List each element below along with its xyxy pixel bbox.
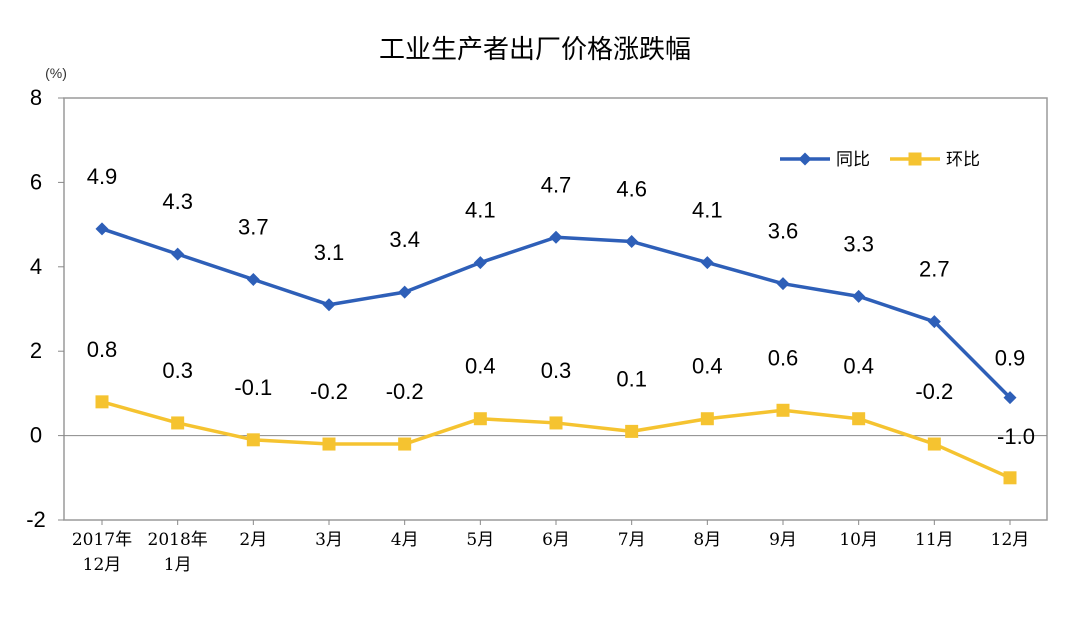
- series-point-diamond: [1003, 391, 1017, 405]
- series-point-square: [171, 416, 185, 430]
- data-label: 0.3: [162, 358, 193, 383]
- x-tick-label: 9月: [769, 530, 797, 550]
- x-tick-label: 11月: [915, 530, 954, 550]
- data-label: -1.0: [997, 424, 1035, 449]
- series-point-square: [473, 412, 487, 426]
- data-label: 2.7: [919, 257, 950, 282]
- data-label: 3.1: [314, 240, 345, 265]
- x-tick-label: 2月: [239, 530, 267, 550]
- y-unit-label: (%): [45, 65, 67, 81]
- x-tick-label: 2017年: [72, 530, 132, 550]
- x-axis-ticks: 2017年 12月 2018年 1月 2月 3月 4月 5月 6月 7月 8月 9月 10月 11月 12月: [72, 520, 1029, 575]
- x-tick-label: 12月: [83, 555, 122, 575]
- data-label: -0.2: [386, 379, 424, 404]
- y-tick-label: 2: [30, 338, 42, 363]
- data-label: -0.1: [234, 375, 272, 400]
- x-tick-label: 6月: [542, 530, 570, 550]
- data-label: 4.3: [162, 189, 193, 214]
- data-label: 0.8: [87, 337, 118, 362]
- legend: 同比 环比: [780, 150, 980, 170]
- data-label: 3.7: [238, 214, 269, 239]
- y-tick-label: -2: [26, 507, 46, 532]
- y-tick-label: 0: [30, 423, 42, 448]
- y-tick-label: 8: [30, 85, 42, 110]
- chart-title: 工业生产者出厂价格涨跌幅: [379, 35, 691, 65]
- series-point-diamond: [852, 289, 866, 303]
- x-tick-label: 2018年: [148, 530, 208, 550]
- series-point-diamond: [322, 298, 336, 312]
- series-point-square: [95, 395, 109, 409]
- data-labels: 4.9 4.3 3.7 3.1 3.4 4.1 4.7 4.6 4.1 3.6 3.3 2.7 0.9 0…: [87, 164, 1035, 449]
- series-point-square: [1003, 471, 1017, 485]
- x-tick-label: 12月: [991, 530, 1030, 550]
- series-line-2: [101, 400, 1011, 480]
- legend-label: 同比: [836, 150, 870, 170]
- series-point-diamond: [95, 222, 109, 236]
- x-tick-label: 7月: [618, 530, 646, 550]
- data-label: 0.4: [843, 354, 874, 379]
- series-point-square: [398, 437, 412, 451]
- series-group: [95, 222, 1017, 485]
- x-tick-label: 5月: [466, 530, 494, 550]
- series-point-diamond: [776, 277, 790, 291]
- x-tick-label: 10月: [839, 530, 878, 550]
- data-label: 4.6: [616, 176, 647, 201]
- series-point-diamond: [398, 285, 412, 299]
- data-label: 3.4: [389, 227, 420, 252]
- data-label: 0.1: [616, 366, 647, 391]
- series-point-square: [776, 403, 790, 417]
- data-label: 0.6: [768, 345, 799, 370]
- series-point-diamond: [549, 230, 563, 244]
- series-point-square: [700, 412, 714, 426]
- series-point-diamond: [473, 256, 487, 270]
- series-point-diamond: [171, 247, 185, 261]
- y-axis-ticks: 8 6 4 2 0 -2: [26, 85, 64, 532]
- x-tick-label: 1月: [164, 555, 192, 575]
- data-label: 0.4: [692, 354, 723, 379]
- series-point-diamond: [625, 234, 639, 248]
- data-label: 4.1: [465, 198, 496, 223]
- data-label: 4.1: [692, 198, 723, 223]
- x-tick-label: 3月: [315, 530, 343, 550]
- series-point-diamond: [927, 315, 941, 329]
- series-point-square: [927, 437, 941, 451]
- x-tick-label: 8月: [693, 530, 721, 550]
- data-label: 3.6: [768, 219, 799, 244]
- series-point-square: [625, 424, 639, 438]
- series-point-square: [852, 412, 866, 426]
- data-label: 0.4: [465, 354, 496, 379]
- series-point-square: [549, 416, 563, 430]
- y-tick-label: 4: [30, 254, 42, 279]
- data-label: 0.3: [541, 358, 572, 383]
- y-tick-label: 6: [30, 169, 42, 194]
- data-label: -0.2: [915, 379, 953, 404]
- data-label: 3.3: [843, 231, 874, 256]
- series-point-diamond: [700, 256, 714, 270]
- data-label: 0.9: [995, 346, 1026, 371]
- legend-label: 环比: [946, 150, 980, 170]
- series-point-square: [322, 437, 336, 451]
- data-label: -0.2: [310, 379, 348, 404]
- legend-marker-diamond: [798, 152, 812, 166]
- series-point-diamond: [246, 272, 260, 286]
- series-point-square: [246, 433, 260, 447]
- data-label: 4.9: [87, 164, 118, 189]
- data-label: 4.7: [541, 172, 572, 197]
- legend-marker-square: [908, 152, 922, 166]
- x-tick-label: 4月: [391, 530, 419, 550]
